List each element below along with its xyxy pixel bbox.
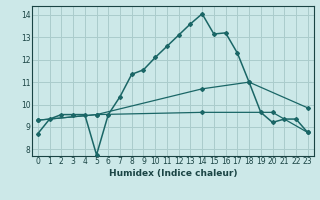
X-axis label: Humidex (Indice chaleur): Humidex (Indice chaleur) xyxy=(108,169,237,178)
